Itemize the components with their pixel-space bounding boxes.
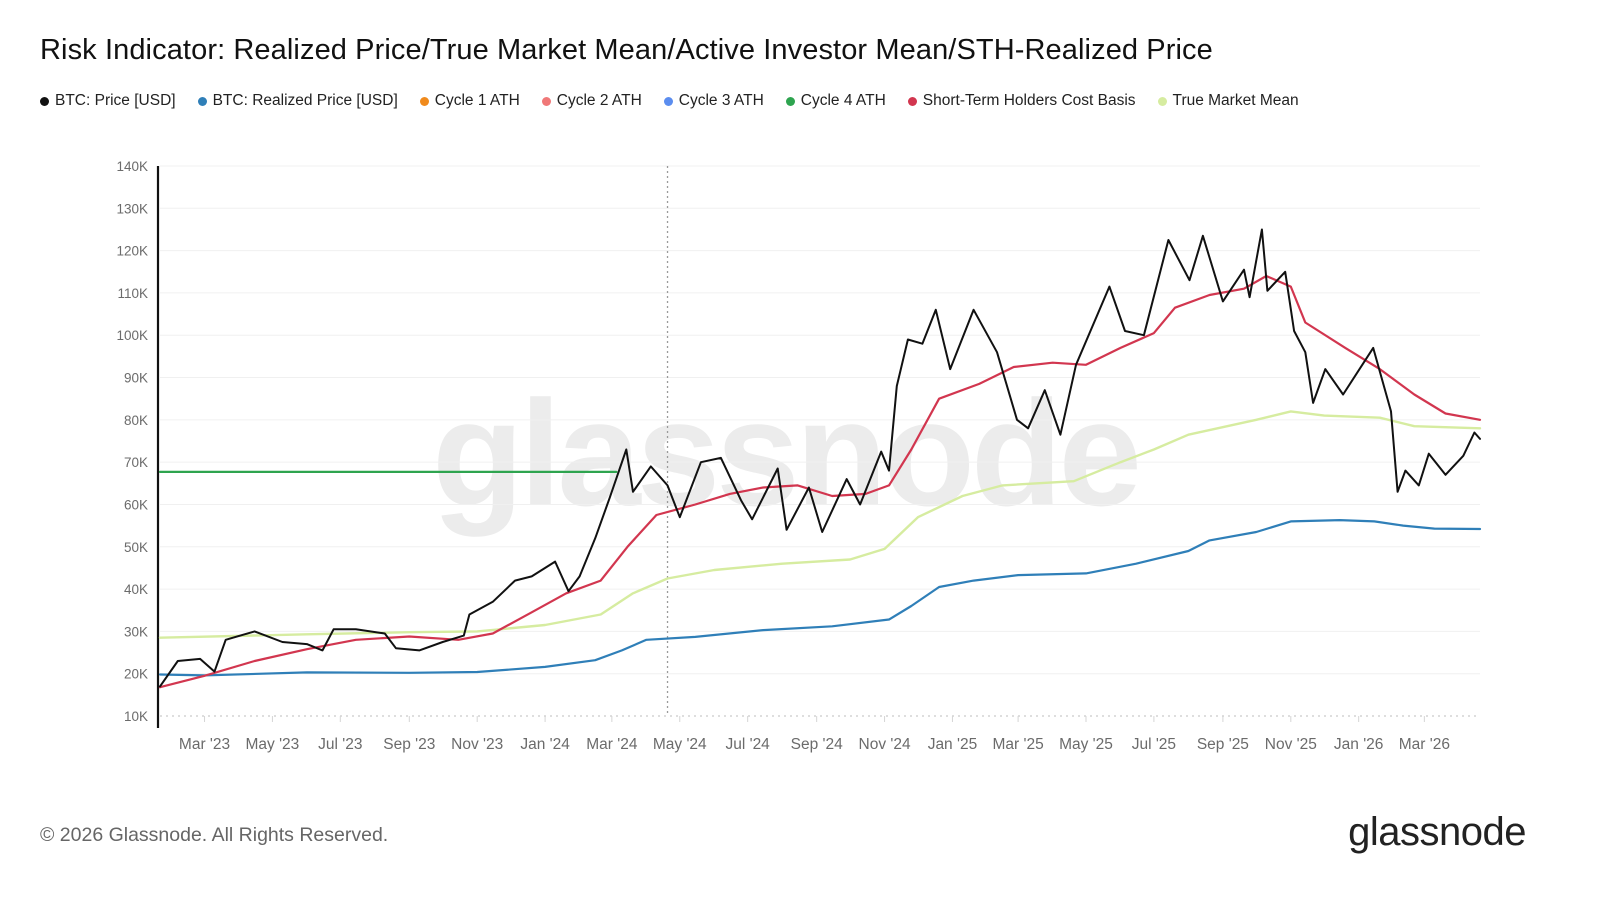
x-tick-label: Sep '24 [791,736,843,753]
x-tick-label: Jul '25 [1132,736,1176,753]
legend-dot-icon [785,96,795,106]
legend-label: True Market Mean [1172,92,1299,109]
y-tick-label: 110K [117,286,148,301]
x-tick-label: Sep '25 [1197,736,1249,753]
axes: 10K 20K 30K 40K 50K 60K 70K 80K 90K 100K 110K 120K 1… [116,159,1449,753]
series-line-btc-realized-price-usd[interactable] [158,519,1482,677]
legend-dot-icon [1157,96,1167,106]
legend-dot-icon [663,96,673,106]
legend-item-realized-price[interactable]: BTC: Realized Price [USD] [197,92,398,110]
legend-label: Cycle 1 ATH [434,92,520,109]
legend-item-true-market-mean[interactable]: True Market Mean [1157,92,1299,110]
series-line-btc-price-usd[interactable] [159,228,1481,688]
x-tick-label: Jul '23 [318,736,362,753]
series-layer [158,228,1482,689]
y-tick-label: 70K [124,455,148,470]
y-tick-label: 140K [116,159,148,174]
x-tick-label: Jul '24 [725,736,770,753]
y-tick-label: 20K [124,667,148,682]
y-tick-label: 40K [124,582,148,597]
y-tick-label: 10K [124,709,148,724]
legend-label: BTC: Realized Price [USD] [212,92,398,109]
y-tick-label: 50K [124,540,148,555]
x-tick-label: Jan '26 [1334,736,1384,753]
y-tick-label: 30K [124,624,148,639]
legend-item-cycle-3-ath[interactable]: Cycle 3 ATH [663,92,764,110]
legend: BTC: Price [USD] BTC: Realized Price [US… [40,92,1299,110]
legend-dot-icon [419,96,429,106]
x-tick-label: May '25 [1059,736,1113,753]
x-tick-label: Jan '25 [928,736,978,753]
y-tick-label: 120K [116,244,148,259]
glassnode-logo[interactable]: glassnode [1348,810,1526,854]
legend-dot-icon [541,96,551,106]
legend-item-sth-cost-basis[interactable]: Short-Term Holders Cost Basis [907,92,1136,110]
legend-item-cycle-2-ath[interactable]: Cycle 2 ATH [541,92,642,110]
x-tick-label: May '24 [653,736,707,753]
y-tick-label: 90K [124,371,148,386]
legend-item-cycle-1-ath[interactable]: Cycle 1 ATH [419,92,520,110]
watermark: glassnode [432,369,1138,537]
legend-label: Short-Term Holders Cost Basis [922,92,1136,109]
legend-dot-icon [40,96,49,106]
y-tick-label: 100K [116,328,148,343]
y-tick-label: 60K [124,497,148,512]
legend-item-btc-price[interactable]: BTC: Price [USD] [40,92,176,110]
chart-title: Risk Indicator: Realized Price/True Mark… [40,34,1213,66]
x-tick-label: Nov '24 [859,736,911,753]
x-tick-label: Mar '23 [179,736,230,753]
x-tick-label: Mar '26 [1399,736,1450,753]
legend-dot-icon [197,96,207,106]
copyright-text: © 2026 Glassnode. All Rights Reserved. [40,824,389,846]
series-line-short-term-holders-cost-basis[interactable] [158,274,1482,689]
x-tick-label: Nov '23 [451,736,503,753]
legend-label: Cycle 2 ATH [556,92,642,109]
series-line-true-market-mean[interactable] [158,410,1482,639]
y-tick-label: 130K [116,201,148,216]
legend-dot-icon [907,96,917,106]
y-tick-label: 80K [124,413,148,428]
x-tick-label: Mar '25 [993,736,1044,753]
legend-label: BTC: Price [USD] [55,92,176,109]
x-tick-label: Jan '24 [520,736,570,753]
legend-label: Cycle 3 ATH [678,92,764,109]
x-tick-label: Nov '25 [1265,736,1317,753]
legend-label: Cycle 4 ATH [800,92,886,109]
legend-item-cycle-4-ath[interactable]: Cycle 4 ATH [785,92,886,110]
x-tick-label: May '23 [246,736,300,753]
x-tick-label: Sep '23 [383,736,435,753]
x-tick-label: Mar '24 [586,736,638,753]
